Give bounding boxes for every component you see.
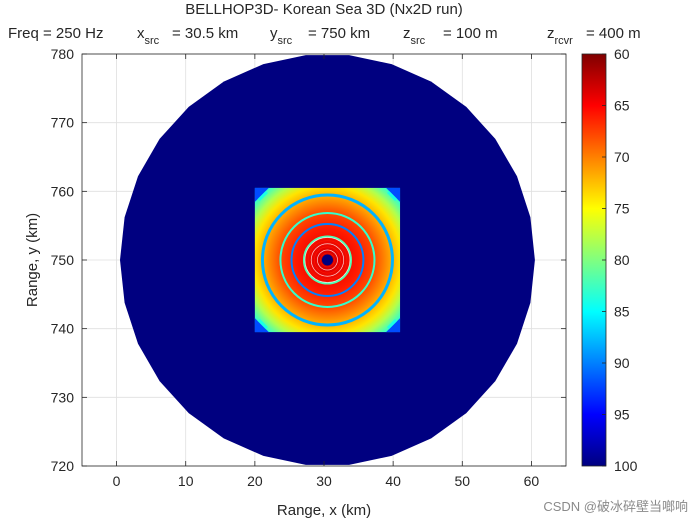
corner-streak xyxy=(386,319,398,330)
subtitle-ysrc-var: y xyxy=(270,25,278,42)
chart-subtitle: Freq = 250 Hz xsrc = 30.5 km ysrc = 750 km… xyxy=(8,25,641,47)
subtitle-ysrc-value: = 750 km xyxy=(308,25,370,42)
colorbar-tick-label: 60 xyxy=(614,46,630,62)
colorbar-tick-label: 65 xyxy=(614,98,630,114)
interference-ring xyxy=(320,252,335,268)
x-axis-label: Range, x (km) xyxy=(277,502,371,519)
y-tick-label: 720 xyxy=(51,458,75,474)
contour-ring xyxy=(290,223,365,297)
chart-title: BELLHOP3D- Korean Sea 3D (Nx2D run) xyxy=(185,1,463,18)
interference-ring xyxy=(317,249,338,271)
subtitle-zsrc-value: = 100 m xyxy=(443,25,498,42)
colorbar-tick-label: 95 xyxy=(614,407,630,423)
x-tick-label: 60 xyxy=(524,473,540,489)
subtitle-zrcvr-var: z xyxy=(547,25,555,42)
x-tick-label: 50 xyxy=(454,473,470,489)
colorbar-tick-label: 70 xyxy=(614,149,630,165)
colorbar-tick-label: 85 xyxy=(614,304,630,320)
corner-streak xyxy=(257,190,268,201)
interference-ring xyxy=(304,237,351,283)
interference-ring xyxy=(313,246,341,274)
colorbar-tick-label: 75 xyxy=(614,201,630,217)
source-marker xyxy=(321,254,333,266)
subtitle-freq: Freq = 250 Hz xyxy=(8,25,103,42)
x-tick-label: 40 xyxy=(385,473,401,489)
colorbar-tick-label: 90 xyxy=(614,355,630,371)
corner-streak xyxy=(257,319,268,330)
y-tick-label: 760 xyxy=(51,183,75,199)
subtitle-xsrc-var: x xyxy=(137,25,145,42)
y-tick-label: 750 xyxy=(51,252,75,268)
corner-streak xyxy=(386,190,398,201)
y-tick-label: 740 xyxy=(51,321,75,337)
y-axis-ticks: 720 730 740 750 760 770 780 xyxy=(51,46,566,474)
subtitle-zsrc-var: z xyxy=(403,25,411,42)
y-axis-label: Range, y (km) xyxy=(24,213,41,307)
subtitle-ysrc-sub: src xyxy=(278,35,293,47)
subtitle-xsrc-sub: src xyxy=(145,35,160,47)
field-layer xyxy=(120,55,535,465)
subtitle-zsrc-sub: src xyxy=(411,35,426,47)
contour-ring xyxy=(302,235,352,285)
x-tick-label: 30 xyxy=(316,473,332,489)
watermark-text: CSDN @破冰碎壁当啷响 xyxy=(543,499,688,514)
subtitle-zrcvr-value: = 400 m xyxy=(586,25,641,42)
colorbar-tick-label: 80 xyxy=(614,252,630,268)
subtitle-zrcvr-sub: rcvr xyxy=(555,35,574,47)
y-tick-label: 730 xyxy=(51,389,75,405)
y-tick-label: 780 xyxy=(51,46,75,62)
interference-ring xyxy=(310,243,345,277)
contour-ring xyxy=(260,193,394,327)
x-tick-label: 0 xyxy=(113,473,121,489)
interference-ring xyxy=(307,240,348,280)
y-tick-label: 770 xyxy=(51,115,75,131)
contour-ring xyxy=(279,211,376,309)
subtitle-xsrc-value: = 30.5 km xyxy=(172,25,238,42)
colorbar-ticks: 60 65 70 75 80 85 90 95 100 xyxy=(602,46,638,474)
colorbar-tick-label: 100 xyxy=(614,458,638,474)
x-axis-ticks: 0 10 20 30 40 50 60 xyxy=(113,54,540,489)
x-tick-label: 10 xyxy=(178,473,194,489)
x-tick-label: 20 xyxy=(247,473,263,489)
